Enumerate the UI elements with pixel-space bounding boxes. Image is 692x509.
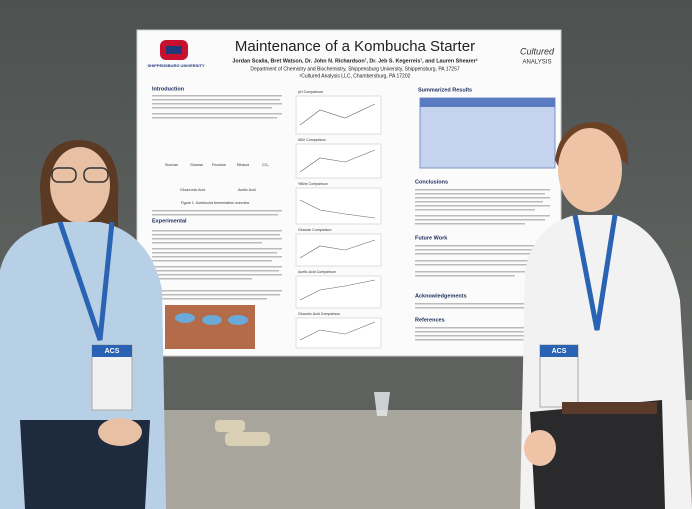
section-heading: Introduction [152, 86, 185, 92]
results-table [419, 97, 556, 169]
logo-text: SHIPPENSBURG UNIVERSITY [147, 63, 204, 68]
cup [374, 392, 390, 416]
scheme-label: Sucrose [165, 163, 178, 167]
scheme-label: CO₂ [262, 163, 269, 167]
chart-column [295, 95, 382, 349]
section-heading: Summarized Results [418, 87, 472, 93]
authors: Jordan Scalia, Bret Watson, Dr. John N. … [232, 58, 477, 64]
scheme-label: Glucose [190, 163, 203, 167]
badge-text: ACS [552, 348, 567, 355]
logo-shield [166, 46, 182, 54]
logo-text: ANALYSIS [523, 60, 552, 66]
scheme-label: Glucuronic Acid [180, 188, 205, 192]
text-lines [152, 95, 282, 300]
logo-text: Cultured [520, 46, 555, 56]
scheme-label: Fructose [212, 163, 226, 167]
poster: SHIPPENSBURG UNIVERSITY Maintenance of a… [136, 29, 562, 357]
figure-caption: Figure 1. Kombucha fermentation overview [181, 201, 250, 205]
section-heading: Conclusions [415, 179, 448, 185]
table-header [420, 98, 555, 107]
text-lines [415, 189, 550, 341]
scheme-label: Acetic Acid [238, 188, 256, 192]
affiliation: Department of Chemistry and Biochemistry… [250, 66, 459, 72]
person-right: ACS [520, 122, 692, 509]
background-person-feet [215, 420, 270, 446]
section-heading: Acknowledgements [415, 293, 467, 299]
chart-title: pH Comparison [298, 90, 323, 94]
section-heading: Future Work [415, 235, 448, 241]
chart-title: Glucose Comparison [298, 228, 332, 232]
badge-text: ACS [105, 348, 120, 355]
chart-title: Gluconic Acid Comparison [298, 312, 340, 316]
scheme-label: Ethanol [237, 163, 249, 167]
photo [165, 305, 255, 349]
chart-title: Acetic Acid Comparison [298, 270, 336, 274]
poster-title: Maintenance of a Kombucha Starter [235, 38, 475, 55]
section-heading: References [415, 317, 445, 323]
person-left: ACS [0, 140, 166, 509]
affiliation: ²Cultured Analysis LLC, Chambersburg, PA… [300, 73, 411, 79]
section-heading: Experimental [152, 218, 187, 224]
chart-title: %Brix Comparison [298, 182, 328, 186]
chart-title: ABV Comparison [298, 138, 326, 142]
board [130, 355, 570, 410]
